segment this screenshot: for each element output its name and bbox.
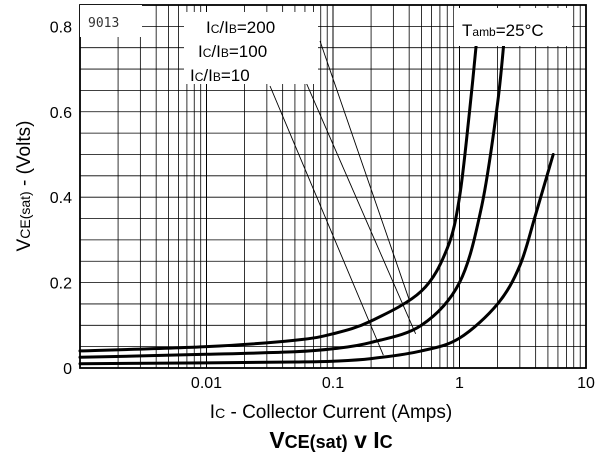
y-tick-label: 0 (63, 361, 72, 378)
annotation-leader-line (269, 85, 384, 356)
device-label: 9013 (88, 16, 119, 31)
x-tick-label: 0.01 (191, 375, 222, 392)
device-label-box (80, 5, 142, 37)
condition-label: Tamb=25°C (462, 21, 544, 40)
annotation-leaders (269, 40, 417, 356)
plot-frame (79, 4, 587, 369)
y-tick-label: 0.2 (50, 276, 72, 293)
annotation-leader-line (297, 63, 417, 335)
x-tick-label: 10 (577, 375, 595, 392)
y-axis-label: VCE(sat) - (Volts) (14, 121, 35, 252)
x-tick-labels: 0.01 0.1 1 10 (191, 375, 595, 392)
y-tick-label: 0.8 (50, 19, 72, 36)
series-line-2 (78, 24, 480, 353)
series-label-10: IC/IB=10 (190, 66, 250, 85)
series-label-200: IC/IB=200 (206, 18, 275, 37)
grid-lines (79, 5, 587, 368)
series-line-0 (78, 153, 555, 366)
x-axis-label: IC - Collector Current (Amps) (210, 402, 452, 423)
series-line-1 (78, 24, 507, 359)
data-curves (78, 24, 555, 366)
y-tick-label: 0.6 (50, 105, 72, 122)
x-tick-label: 0.1 (322, 375, 344, 392)
y-tick-labels: 0 0.2 0.4 0.6 0.8 (50, 19, 72, 378)
series-label-100: IC/IB=100 (198, 42, 267, 61)
y-tick-label: 0.4 (50, 190, 72, 207)
annotation-leader-line (319, 40, 410, 300)
x-tick-label: 1 (455, 375, 464, 392)
condition-label-box (454, 8, 572, 46)
chart-title: VCE(sat) v IC (269, 427, 392, 453)
ratio-labels-box (184, 12, 318, 84)
